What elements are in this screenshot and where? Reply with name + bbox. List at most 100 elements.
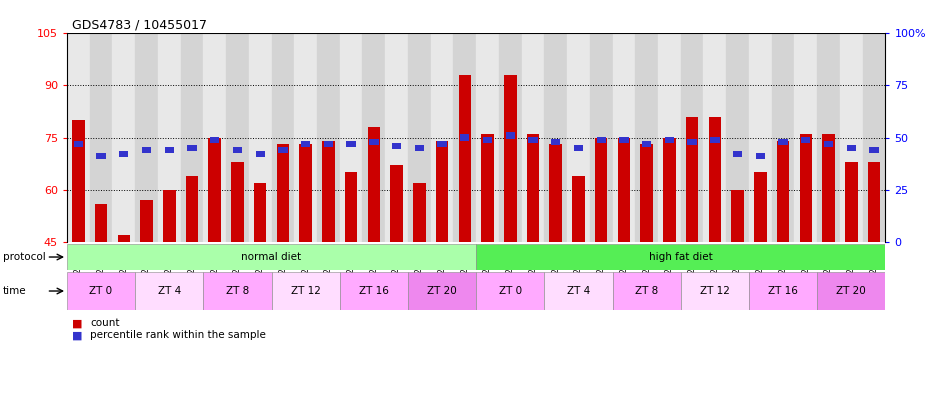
Bar [272,272,339,310]
Text: normal diet: normal diet [242,252,301,262]
Bar [596,136,605,143]
Bar [800,134,812,242]
Text: percentile rank within the sample: percentile rank within the sample [90,330,266,340]
Bar [204,272,272,310]
Bar [687,139,697,145]
Bar [681,33,703,242]
Bar [408,33,431,242]
Text: ZT 20: ZT 20 [427,286,457,296]
Bar [385,33,408,242]
Bar [363,33,385,242]
Bar [391,165,403,242]
Bar [641,145,653,242]
Bar [436,141,448,242]
Bar [726,33,749,242]
Bar [278,147,287,153]
Bar [256,151,265,157]
Bar [204,33,226,242]
Bar [339,33,363,242]
Bar [550,145,562,242]
Bar [483,136,492,143]
Bar [754,172,766,242]
Bar [254,183,266,242]
Text: ZT 20: ZT 20 [836,286,866,296]
Bar [367,127,380,242]
Bar [72,120,85,242]
Bar [135,33,158,242]
Bar [840,33,863,242]
Bar [504,75,516,242]
Bar [868,162,880,242]
Bar [210,136,219,143]
Bar [324,141,333,147]
Text: ■: ■ [72,330,82,340]
Bar [322,141,335,242]
Bar [681,272,749,310]
Text: ZT 0: ZT 0 [89,286,113,296]
Bar [635,33,658,242]
Bar [119,151,128,157]
Bar [67,272,135,310]
Bar [572,176,585,242]
Bar [658,33,681,242]
Text: ZT 4: ZT 4 [566,286,590,296]
Bar [232,162,244,242]
Bar [415,145,424,151]
Bar [392,143,401,149]
Bar [642,141,651,147]
Bar [685,117,698,242]
Bar [249,33,272,242]
Bar [454,33,476,242]
Bar [89,33,113,242]
Bar [567,33,590,242]
Bar [778,139,788,145]
Bar [663,138,675,242]
Bar [413,183,426,242]
Text: ■: ■ [72,318,82,329]
Bar [97,153,106,160]
Bar [665,136,674,143]
Bar [551,139,561,145]
Bar [180,33,204,242]
Bar [817,272,885,310]
Bar [619,136,629,143]
Text: GDS4783 / 10455017: GDS4783 / 10455017 [72,18,206,31]
Bar [613,272,681,310]
Bar [431,33,454,242]
Bar [824,141,833,147]
Bar [208,138,221,242]
Bar [67,33,89,242]
Bar [140,200,153,242]
Bar [703,33,726,242]
Bar [339,272,408,310]
Text: ZT 0: ZT 0 [498,286,522,296]
Bar [117,235,130,242]
Bar [345,172,357,242]
Bar [498,33,522,242]
Bar [135,272,204,310]
Bar [709,117,721,242]
Bar [347,141,356,147]
Text: ZT 16: ZT 16 [768,286,798,296]
Bar [369,139,379,145]
Bar [408,272,476,310]
Bar [711,136,720,143]
Bar [158,33,180,242]
Bar [544,33,567,242]
Bar [165,147,174,153]
Bar [777,141,790,242]
Bar [276,145,289,242]
Bar [476,33,498,242]
Bar [301,141,311,147]
Text: ZT 4: ZT 4 [157,286,180,296]
Bar [528,136,538,143]
Bar [95,204,107,242]
Text: ZT 12: ZT 12 [700,286,730,296]
Bar [749,272,817,310]
Text: ZT 12: ZT 12 [291,286,321,296]
Bar [67,244,476,270]
Bar [731,189,744,242]
Text: protocol: protocol [3,252,46,262]
Bar [226,33,249,242]
Bar [294,33,317,242]
